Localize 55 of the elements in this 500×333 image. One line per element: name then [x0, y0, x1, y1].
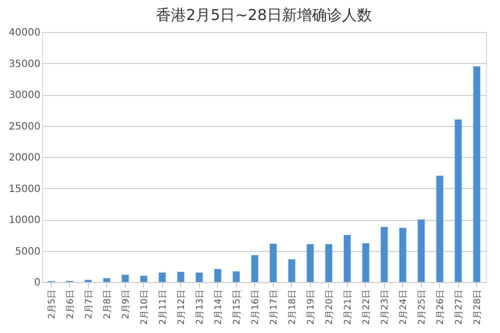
bar — [362, 243, 370, 282]
x-tick-label: 2月18日 — [288, 290, 298, 325]
x-tick-label: 2月28日 — [472, 290, 483, 325]
bar — [473, 66, 480, 282]
x-tick-label: 2月19日 — [306, 290, 316, 325]
x-tick-label: 2月15日 — [232, 290, 242, 325]
bar — [454, 120, 462, 282]
x-tick-label: 2月24日 — [398, 290, 409, 325]
x-tick-label: 2月25日 — [417, 290, 428, 325]
x-tick-label: 2月23日 — [380, 290, 390, 325]
y-tick-label: 5000 — [15, 246, 40, 258]
bar — [436, 176, 444, 282]
y-tick-label: 40000 — [8, 28, 40, 38]
bar — [122, 274, 129, 282]
x-tick-label: 2月20日 — [324, 290, 335, 325]
x-tick-label: 2月22日 — [362, 290, 372, 325]
x-tick-label: 2月9日 — [121, 290, 132, 319]
x-tick-label: 2月16日 — [250, 290, 261, 325]
bar — [214, 269, 222, 282]
y-tick-label: 35000 — [8, 58, 40, 70]
x-tick-label: 2月17日 — [269, 290, 280, 325]
bar — [270, 244, 277, 282]
x-tick-label: 2月26日 — [436, 290, 446, 325]
x-tick-label: 2月27日 — [454, 290, 464, 325]
x-tick-label: 2月5日 — [47, 290, 58, 319]
x-tick-label: 2月6日 — [66, 290, 76, 319]
y-tick-label: 25000 — [8, 121, 40, 132]
x-tick-label: 2月14日 — [214, 290, 224, 325]
bar — [288, 259, 296, 282]
bar — [325, 244, 332, 282]
bar — [232, 271, 240, 282]
bar — [344, 234, 351, 282]
x-tick-label: 2月13日 — [195, 290, 206, 325]
x-tick-label: 2月10日 — [140, 290, 150, 325]
bar — [196, 272, 203, 282]
y-tick-label: 20000 — [8, 152, 40, 164]
x-tick-label: 2月8日 — [102, 290, 113, 319]
bar — [158, 272, 166, 282]
y-tick-label: 15000 — [8, 184, 40, 195]
x-tick-label: 2月21日 — [343, 290, 354, 325]
bar — [140, 276, 148, 282]
y-tick-label: 10000 — [8, 215, 40, 226]
x-tick-label: 2月7日 — [84, 290, 94, 319]
bar — [380, 227, 388, 282]
x-tick-label: 2月11日 — [158, 290, 168, 325]
y-tick-label: 0 — [34, 278, 40, 288]
y-tick-label: 30000 — [8, 90, 40, 101]
bar — [418, 220, 425, 282]
chart-title: 香港2月5日~28日新增确诊人数 — [156, 6, 372, 24]
bar — [251, 255, 258, 282]
bar — [399, 228, 406, 282]
x-tick-label: 2月12日 — [176, 290, 187, 325]
bar — [103, 278, 110, 282]
bar — [306, 244, 314, 282]
bar — [177, 272, 184, 282]
